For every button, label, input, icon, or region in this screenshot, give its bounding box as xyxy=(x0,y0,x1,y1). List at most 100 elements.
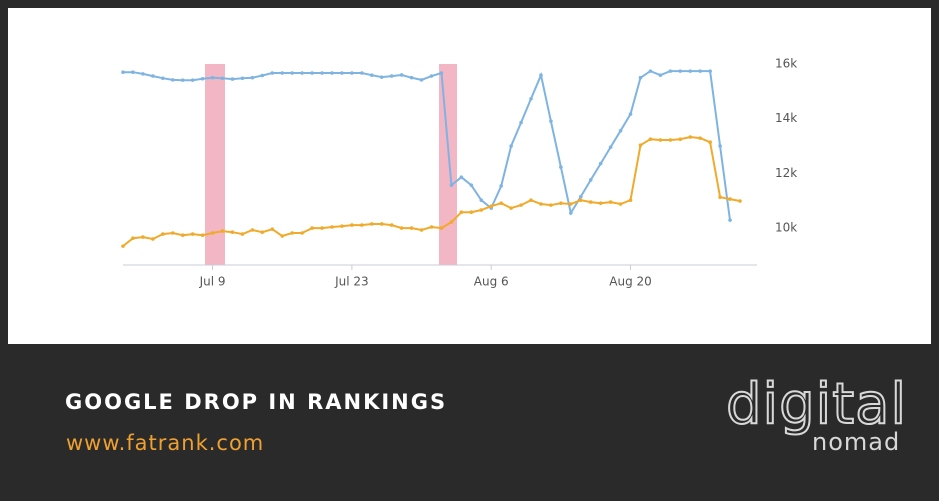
data-point xyxy=(230,77,235,81)
data-point xyxy=(320,71,324,75)
data-point xyxy=(141,235,145,239)
caption-url: www.fatrank.com xyxy=(66,431,265,455)
data-point xyxy=(509,206,513,210)
data-point xyxy=(648,137,653,142)
data-point xyxy=(320,226,324,230)
data-point xyxy=(180,233,185,237)
data-point xyxy=(419,78,424,82)
logo-text: digital xyxy=(725,371,908,438)
data-point xyxy=(638,75,643,80)
data-point xyxy=(369,73,374,78)
data-point xyxy=(280,234,285,238)
data-point xyxy=(200,233,205,237)
data-point xyxy=(270,71,275,75)
data-point xyxy=(459,210,464,215)
data-point xyxy=(598,161,603,166)
data-point xyxy=(559,201,563,206)
data-point xyxy=(161,232,165,236)
data-point xyxy=(459,175,464,180)
data-point xyxy=(539,202,543,206)
data-point xyxy=(668,69,673,73)
data-point xyxy=(578,198,583,202)
data-point xyxy=(170,78,175,82)
data-point xyxy=(559,165,563,169)
data-point xyxy=(210,231,215,235)
data-point xyxy=(519,120,523,125)
data-point xyxy=(330,225,334,229)
y-tick-label: 10k xyxy=(775,221,797,235)
data-point xyxy=(578,194,583,199)
data-point xyxy=(300,231,304,235)
data-point xyxy=(489,204,494,209)
data-point xyxy=(300,71,304,75)
data-point xyxy=(310,226,314,230)
data-point xyxy=(608,145,613,149)
data-point xyxy=(598,201,603,206)
highlight-band xyxy=(439,64,457,265)
data-point xyxy=(409,75,414,80)
data-point xyxy=(220,229,225,233)
data-point xyxy=(698,136,702,140)
data-point xyxy=(678,137,683,142)
data-point xyxy=(230,230,235,234)
data-point xyxy=(509,144,513,148)
logo-subtext: nomad xyxy=(812,428,901,456)
data-point xyxy=(290,71,294,75)
data-point xyxy=(350,223,354,227)
data-point xyxy=(369,222,374,226)
data-point xyxy=(429,225,434,229)
data-point xyxy=(539,73,543,78)
data-point xyxy=(618,128,623,133)
data-point xyxy=(569,211,573,215)
data-point xyxy=(419,228,424,232)
data-point xyxy=(588,200,593,204)
data-point xyxy=(479,198,484,202)
data-point xyxy=(240,76,245,81)
data-point xyxy=(549,203,553,207)
data-point xyxy=(439,71,444,75)
data-point xyxy=(340,224,344,228)
data-point xyxy=(330,71,334,75)
data-point xyxy=(151,74,155,78)
data-point xyxy=(190,232,195,236)
data-point xyxy=(409,226,414,230)
data-point xyxy=(141,72,145,76)
data-point xyxy=(240,232,245,236)
x-tick-label: Jul 9 xyxy=(199,275,226,289)
data-point xyxy=(250,228,255,232)
x-tick-label: Aug 6 xyxy=(474,275,509,289)
data-point xyxy=(290,231,294,235)
data-point xyxy=(728,197,732,201)
y-tick-label: 14k xyxy=(775,111,797,125)
data-point xyxy=(170,231,175,235)
data-point xyxy=(379,222,384,226)
data-point xyxy=(260,73,265,78)
data-point xyxy=(449,183,454,187)
data-point xyxy=(499,201,503,206)
highlight-band xyxy=(205,64,225,265)
data-point xyxy=(638,143,643,148)
data-point xyxy=(121,244,125,248)
data-point xyxy=(618,202,623,206)
data-point xyxy=(608,200,613,204)
data-point xyxy=(698,69,702,73)
data-point xyxy=(280,71,285,75)
data-point xyxy=(340,71,344,75)
data-point xyxy=(429,74,434,78)
data-point xyxy=(469,210,474,215)
data-point xyxy=(738,199,742,203)
data-point xyxy=(519,203,523,207)
data-point xyxy=(200,76,205,81)
data-point xyxy=(190,78,195,82)
data-point xyxy=(389,223,394,227)
caption-title: GOOGLE DROP IN RANKINGS xyxy=(65,390,448,414)
data-point xyxy=(210,75,215,80)
data-point xyxy=(310,71,314,75)
data-point xyxy=(529,96,533,101)
data-point xyxy=(549,119,553,123)
data-point xyxy=(379,75,384,79)
data-point xyxy=(658,138,663,142)
data-point xyxy=(688,135,693,139)
data-point xyxy=(648,69,653,73)
